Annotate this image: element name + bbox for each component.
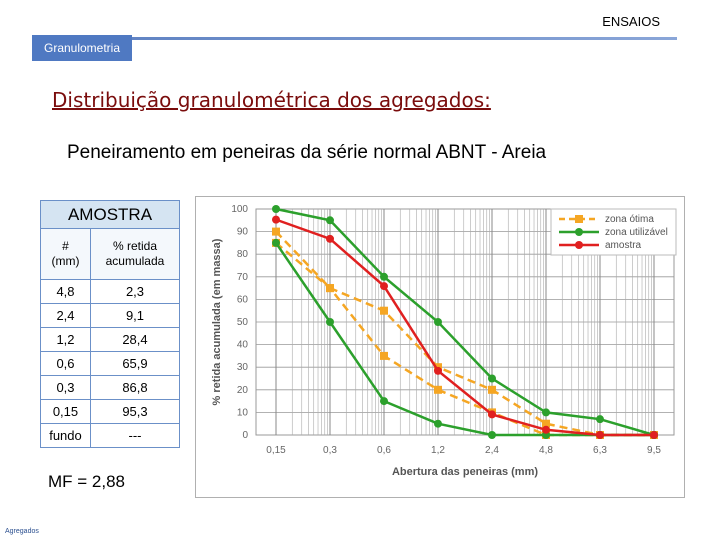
series-point (488, 410, 496, 419)
series-point (272, 205, 280, 213)
cell-retained: 2,3 (89, 279, 181, 304)
cell-sieve: 0,6 (40, 351, 91, 376)
cell-retained: 9,1 (89, 303, 181, 328)
y-tick-label: 90 (237, 227, 249, 238)
cell-retained: 65,9 (89, 351, 181, 376)
header-label: ENSAIOS (602, 14, 660, 29)
cell-retained: --- (89, 423, 181, 448)
series-point (380, 282, 388, 291)
cell-sieve: 0,3 (40, 375, 91, 400)
table-row: 1,2 28,4 (40, 327, 181, 352)
x-tick-label: 9,5 (647, 445, 661, 456)
column-header-retained: % retida acumulada (89, 228, 181, 280)
series-point (272, 215, 280, 224)
series-point (434, 419, 442, 428)
series-point (326, 284, 334, 293)
sample-table: AMOSTRA # (mm) % retida acumulada 4,8 2,3… (40, 200, 181, 448)
y-tick-label: 80 (237, 249, 249, 260)
series-point (542, 425, 550, 434)
y-tick-label: 10 (237, 407, 249, 418)
series-point (488, 431, 496, 439)
series-point (650, 431, 658, 439)
x-axis-title: Abertura das peneiras (mm) (392, 466, 538, 478)
table-body: 4,8 2,3 2,4 9,1 1,2 28,4 0,6 65,9 0,3 86,8 0,15 95,… (40, 279, 181, 448)
y-tick-label: 60 (237, 294, 249, 305)
x-tick-label: 4,8 (539, 445, 553, 456)
series-point (434, 366, 442, 375)
y-tick-label: 40 (237, 340, 249, 351)
y-tick-label: 100 (231, 204, 248, 215)
series-point (272, 238, 280, 247)
header-divider (32, 37, 677, 40)
cell-sieve: fundo (40, 423, 91, 448)
table-row: fundo --- (40, 423, 181, 448)
table-row: 2,4 9,1 (40, 303, 181, 328)
series-point (434, 318, 442, 326)
x-tick-label: 0,3 (323, 445, 337, 456)
y-tick-label: 30 (237, 362, 249, 373)
series-point (434, 385, 442, 394)
cell-sieve: 0,15 (40, 399, 91, 424)
footer-label: Agregados (5, 528, 39, 535)
x-tick-label: 0,15 (266, 445, 286, 456)
series-point (596, 431, 604, 439)
x-tick-label: 6,3 (593, 445, 607, 456)
y-tick-label: 0 (242, 430, 248, 441)
series-line-1-0 (275, 207, 655, 437)
legend-marker (575, 215, 583, 223)
cell-sieve: 1,2 (40, 327, 91, 352)
cell-retained: 28,4 (89, 327, 181, 352)
cell-retained: 86,8 (89, 375, 181, 400)
series-point (380, 397, 388, 406)
series-point (488, 385, 496, 394)
series-point (380, 272, 388, 281)
series-point (326, 318, 334, 326)
y-tick-label: 70 (237, 272, 249, 283)
series-point (542, 408, 550, 417)
section-tab-granulometria[interactable]: Granulometria (32, 35, 132, 61)
page-subtitle: Peneiramento em peneiras da série normal… (67, 142, 547, 163)
cell-sieve: 2,4 (40, 303, 91, 328)
series-point (272, 227, 280, 236)
y-axis-title: % retida acumulada (em massa) (211, 238, 223, 405)
legend-label: zona utilizável (605, 227, 668, 238)
y-tick-label: 20 (237, 385, 249, 396)
x-tick-label: 1,2 (431, 445, 445, 456)
x-tick-label: 0,6 (377, 445, 391, 456)
series-point (488, 374, 496, 383)
page-title: Distribuição granulométrica dos agregado… (52, 88, 491, 112)
table-row: 0,15 95,3 (40, 399, 181, 424)
table-caption: AMOSTRA (40, 200, 180, 229)
legend-label: amostra (605, 240, 642, 251)
chart-svg: 0 10 20 30 40 50 60 70 80 90 100 0,15 0,3 0,6 1,2 2,4 4,… (211, 204, 677, 478)
cell-retained: 95,3 (89, 399, 181, 424)
cell-sieve: 4,8 (40, 279, 91, 304)
series-point (326, 234, 334, 243)
series-line-2 (275, 218, 654, 437)
granulometry-chart: 0 10 20 30 40 50 60 70 80 90 100 0,15 0,3 0,6 1,2 2,4 4,… (195, 196, 685, 498)
x-tick-label: 2,4 (485, 445, 499, 456)
column-header-sieve: # (mm) (40, 228, 91, 280)
fineness-modulus: MF = 2,88 (48, 472, 126, 491)
series-point (596, 415, 604, 424)
legend-marker (575, 228, 583, 236)
series-point (380, 306, 388, 315)
legend-label: zona ótima (605, 214, 654, 225)
legend-marker (575, 241, 583, 249)
table-row: 0,3 86,8 (40, 375, 181, 400)
series-point (326, 216, 334, 225)
series-point (542, 419, 550, 428)
series-point (380, 351, 388, 360)
table-row: 0,6 65,9 (40, 351, 181, 376)
y-tick-label: 50 (237, 317, 249, 328)
table-row: 4,8 2,3 (40, 279, 181, 304)
